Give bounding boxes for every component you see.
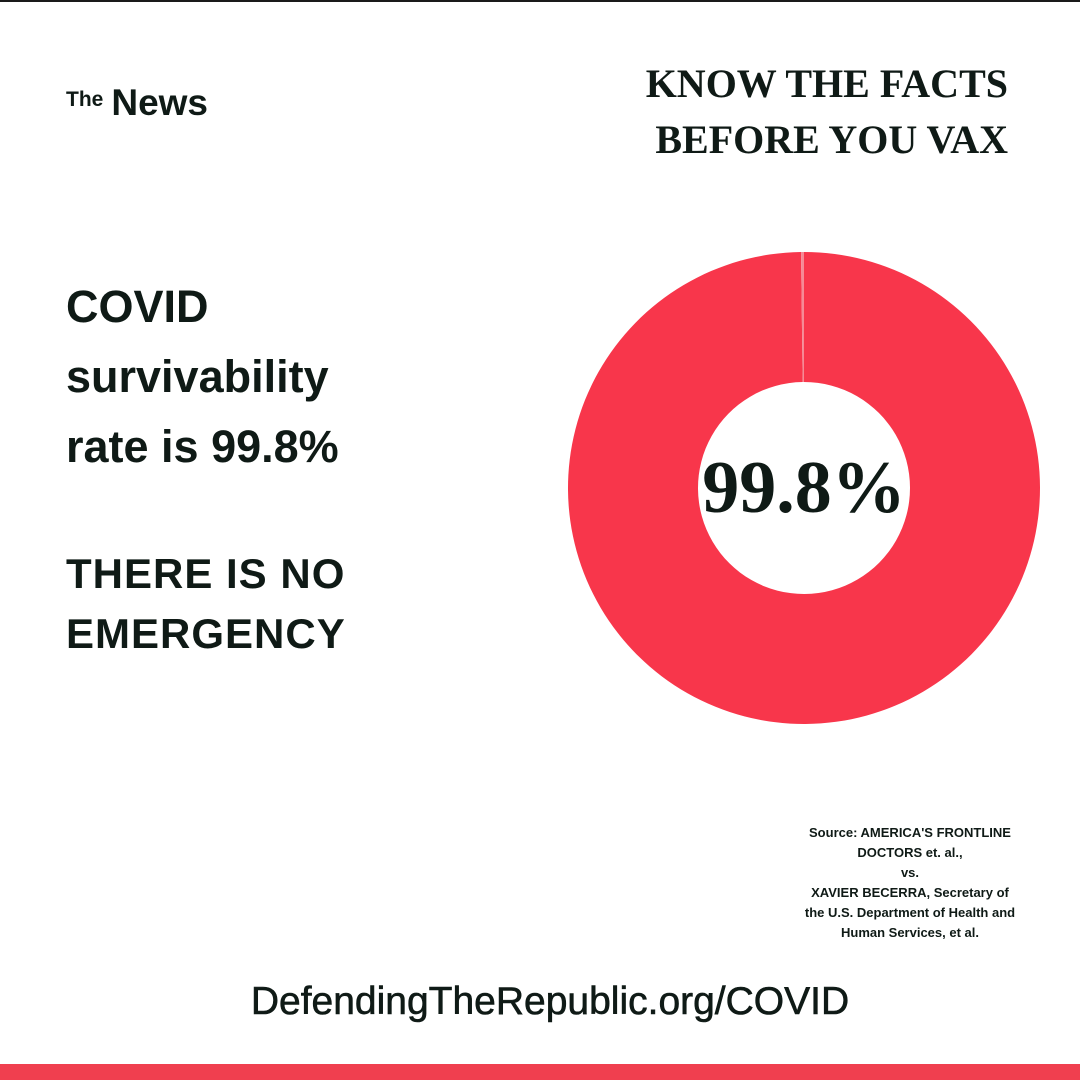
brand-name: News (111, 82, 208, 123)
donut-chart-svg: 99.8% (568, 252, 1040, 724)
headline-line-1: KNOW THE FACTS (645, 61, 1008, 106)
emergency-statement: THERE IS NO EMERGENCY (66, 544, 346, 664)
emergency-line-1: THERE IS NO (66, 550, 346, 597)
source-line-1: Source: AMERICA'S FRONTLINE (809, 825, 1011, 840)
claim-line-1: COVID (66, 281, 209, 332)
donut-slices (568, 252, 1040, 724)
headline: KNOW THE FACTS BEFORE YOU VAX (646, 56, 1008, 168)
source-line-5: the U.S. Department of Health and (804, 905, 1016, 920)
headline-line-2: BEFORE YOU VAX (655, 117, 1008, 162)
footer-url: DefendingTheRepublic.org/COVID (250, 980, 850, 1024)
source-line-3: vs. (900, 865, 920, 880)
donut-chart: 99.8% (566, 250, 1042, 726)
bottom-accent-bar (0, 1064, 1080, 1080)
donut-slice-1 (568, 252, 1040, 724)
source-citation: Source: AMERICA'S FRONTLINE DOCTORS et. … (760, 823, 1060, 943)
survivability-claim: COVID survivability rate is 99.8% (66, 272, 506, 482)
source-line-2: DOCTORS et. al., (857, 845, 963, 860)
source-line-4: XAVIER BECERRA, Secretary of (811, 885, 1009, 900)
emergency-line-2: EMERGENCY (66, 610, 346, 657)
donut-slice-2 (801, 252, 804, 383)
claim-line-2: survivability (66, 351, 329, 402)
brand-prefix: The (66, 88, 104, 111)
brand-logo: The News (66, 84, 208, 121)
top-border (0, 0, 1080, 2)
donut-center-label: 99.8% (702, 447, 906, 529)
source-line-6: Human Services, et al. (840, 925, 979, 940)
claim-line-3: rate is 99.8% (66, 421, 339, 472)
